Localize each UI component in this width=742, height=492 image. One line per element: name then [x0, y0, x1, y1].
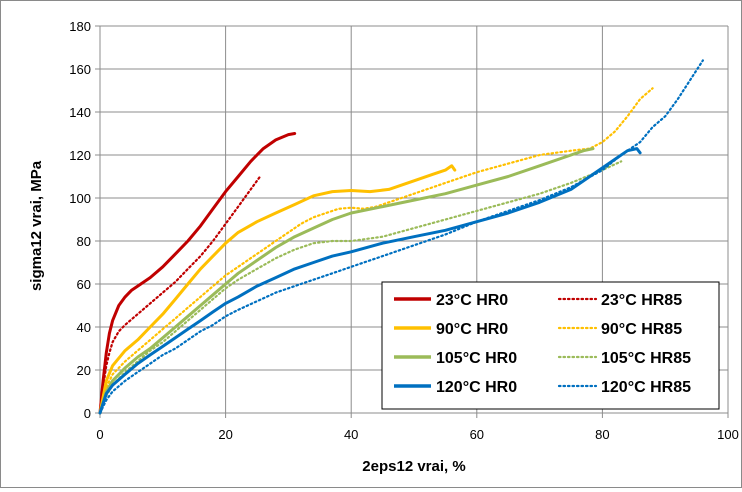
y-tick-label: 160 [69, 62, 91, 77]
y-tick-label: 120 [69, 148, 91, 163]
x-tick-label: 0 [96, 427, 103, 442]
y-axis-title: sigma12 vrai, MPa [28, 160, 45, 291]
series-line-1 [98, 175, 262, 415]
x-tick-label: 60 [470, 427, 484, 442]
x-tick-label: 80 [595, 427, 609, 442]
x-tick-label: 40 [344, 427, 358, 442]
legend-label-7: 120°C HR85 [601, 379, 691, 396]
series-line-3 [98, 87, 654, 415]
x-tick-label: 100 [717, 427, 739, 442]
y-tick-label: 180 [69, 19, 91, 34]
series-layer [98, 59, 705, 415]
series-line-4 [98, 147, 595, 415]
y-tick-label: 140 [69, 105, 91, 120]
y-tick-label: 100 [69, 191, 91, 206]
x-axis-title: 2eps12 vrai, % [362, 458, 465, 475]
axis-layer: 0 20 40 60 80 100 120 140 160 180 0 20 40 60 80 100 [69, 19, 739, 442]
x-tick-label: 20 [218, 427, 232, 442]
legend: 23°C HR0 23°C HR85 90°C HR0 90°C HR85 105°C … [381, 281, 720, 410]
legend-label-6: 120°C HR0 [436, 379, 517, 396]
legend-box [381, 281, 720, 410]
legend-items: 23°C HR0 23°C HR85 90°C HR0 90°C HR85 105°C … [394, 292, 691, 396]
series-line-5 [98, 160, 623, 415]
y-tick-label: 20 [77, 363, 91, 378]
series-line-2 [98, 164, 457, 415]
y-tick-label: 0 [84, 406, 91, 421]
legend-label-0: 23°C HR0 [436, 292, 508, 309]
legend-label-2: 90°C HR0 [436, 321, 508, 338]
y-tick-label: 40 [77, 320, 91, 335]
y-tick-label: 60 [77, 277, 91, 292]
legend-label-1: 23°C HR85 [601, 292, 682, 309]
legend-label-4: 105°C HR0 [436, 350, 517, 367]
legend-label-3: 90°C HR85 [601, 321, 682, 338]
legend-label-5: 105°C HR85 [601, 350, 691, 367]
series-line-7 [98, 59, 705, 415]
series-line-0 [98, 132, 297, 415]
y-tick-label: 80 [77, 234, 91, 249]
